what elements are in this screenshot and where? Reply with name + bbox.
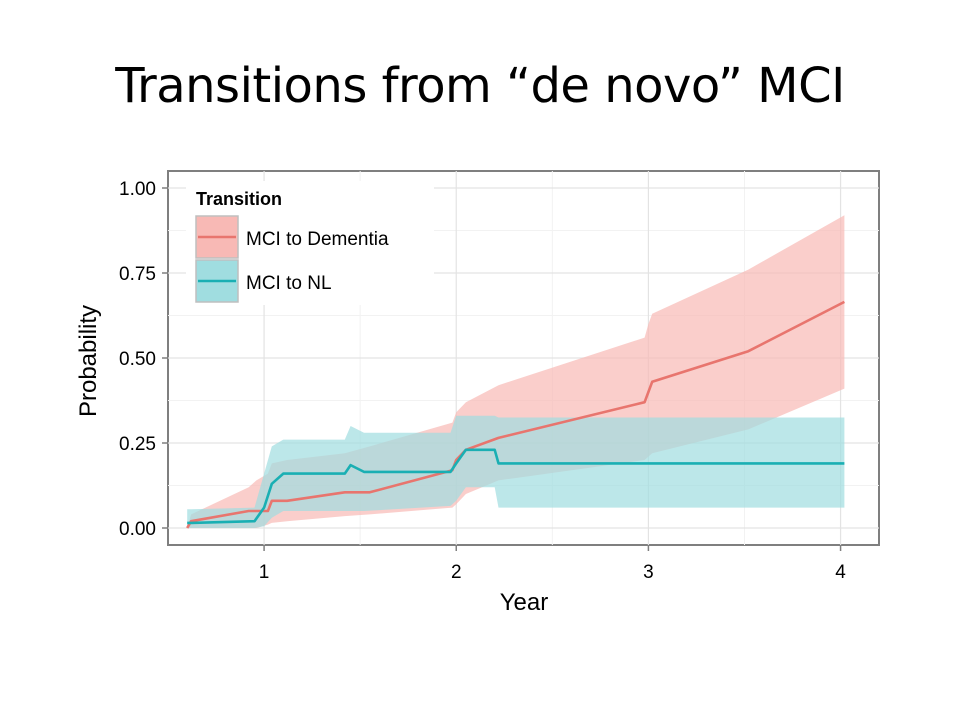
confidence-bands <box>187 215 845 528</box>
series-lines <box>186 300 845 529</box>
legend-label-dementia: MCI to Dementia <box>246 229 389 250</box>
y-axis-label: Probability <box>75 305 102 417</box>
legend-label-nl: MCI to NL <box>246 273 332 294</box>
slide-title: Transitions from “de novo” MCI <box>115 58 845 114</box>
y-tick-label: 1.00 <box>119 179 156 200</box>
y-tick-label: 0.25 <box>119 434 156 455</box>
series-line-dementia <box>186 300 845 529</box>
axes: 0.00 0.25 0.50 0.75 1.00 1 2 3 4 <box>119 179 846 583</box>
x-axis-label: Year <box>500 589 549 616</box>
x-tick-label: 3 <box>643 562 654 583</box>
legend-title: Transition <box>196 189 282 209</box>
y-tick-label: 0.50 <box>119 349 156 370</box>
confidence-band-nl <box>187 415 845 528</box>
y-tick-label: 0.75 <box>119 264 156 285</box>
x-tick-label: 2 <box>451 562 462 583</box>
x-tick-label: 4 <box>835 562 846 583</box>
y-tick-label: 0.00 <box>119 519 156 540</box>
x-tick-label: 1 <box>259 562 270 583</box>
series-line-nl <box>187 448 845 525</box>
legend: Transition MCI to Dementia MCI to NL <box>186 181 434 305</box>
